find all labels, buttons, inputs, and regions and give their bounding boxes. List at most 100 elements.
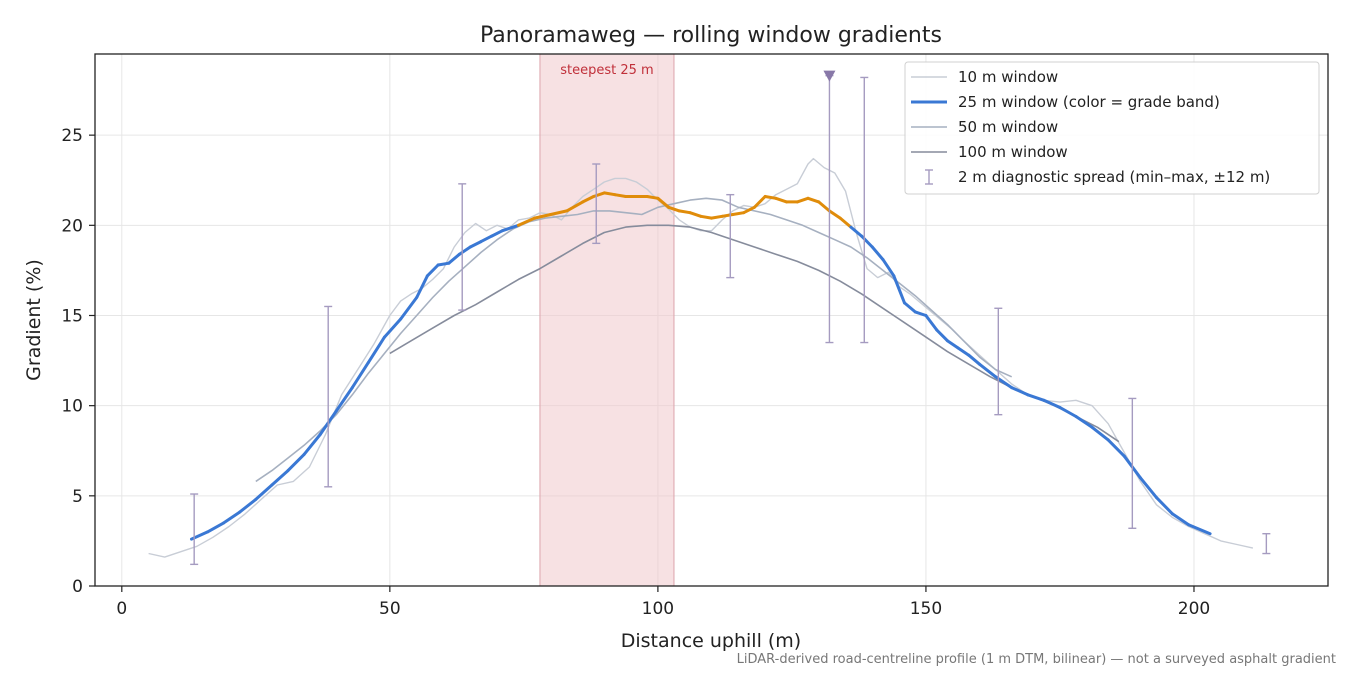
diagnostic-spread-bars xyxy=(190,74,1271,566)
series-25m-segment xyxy=(254,483,274,501)
series-25m-segment xyxy=(688,211,703,218)
y-tick-label: 25 xyxy=(61,126,83,146)
peak-marker xyxy=(823,70,836,82)
x-tick-label: 100 xyxy=(642,599,674,619)
series-25m-segment xyxy=(490,229,504,238)
series-25m-segment xyxy=(1058,406,1078,418)
series-25m-segment xyxy=(967,353,981,366)
series-25m-segment xyxy=(366,335,386,364)
data-source-footnote: LiDAR-derived road-centreline profile (1… xyxy=(736,652,1336,667)
series-25m-segment xyxy=(838,216,853,229)
series-25m-segment xyxy=(924,314,939,332)
series-25m-segment xyxy=(935,328,949,343)
series-25m-segment xyxy=(656,196,671,209)
series-25m-segment xyxy=(763,195,778,200)
series-25m-segment xyxy=(860,234,874,249)
y-tick-label: 10 xyxy=(61,397,83,417)
series-line-0 xyxy=(148,157,1254,558)
steepest-segment-highlight: steepest 25 m xyxy=(539,53,675,587)
series-25m-segment xyxy=(206,521,226,534)
series-25m-segment xyxy=(334,386,354,413)
series-25m-segment xyxy=(774,196,789,204)
series-25m-segment xyxy=(458,245,472,256)
series-25m-segment xyxy=(945,339,960,350)
error-bar xyxy=(726,193,735,279)
series-25m-segment xyxy=(710,214,724,220)
error-bar xyxy=(458,183,467,311)
x-tick-label: 150 xyxy=(910,599,942,619)
y-tick-label: 15 xyxy=(61,306,83,326)
series-25m-segment xyxy=(742,205,756,215)
series-25m-segment xyxy=(677,209,692,215)
legend-label: 25 m window (color = grade band) xyxy=(958,93,1220,111)
x-tick-label: 50 xyxy=(379,599,401,619)
series-25m-segment xyxy=(699,214,713,220)
series-25m-segment xyxy=(881,258,896,278)
series-25m-segment xyxy=(383,317,403,339)
error-bar xyxy=(1262,533,1271,555)
series-25m-segment xyxy=(592,191,606,198)
series-25m-segment xyxy=(479,234,494,244)
series-25m-segment xyxy=(447,252,461,265)
error-bar xyxy=(994,307,1003,416)
legend-label: 10 m window xyxy=(958,68,1058,86)
plot-frame xyxy=(94,53,1329,587)
y-axis-label: Gradient (%) xyxy=(23,259,45,381)
error-bar xyxy=(324,305,333,488)
series-25m-segment xyxy=(222,510,242,525)
series-25m-segment xyxy=(533,213,553,220)
series-25m-segment xyxy=(1171,512,1191,527)
series-25m-segment xyxy=(238,497,258,514)
series-25m-segment xyxy=(1026,393,1046,402)
series-25m-segment xyxy=(806,196,821,204)
series-lines xyxy=(148,157,1254,558)
axis-ticks: 0 50 100 150 200 0 5 10 15 20 25 xyxy=(61,126,1210,619)
series-25m-segment xyxy=(581,195,596,204)
series-25m-segment xyxy=(1074,415,1094,429)
chart-title: Panoramaweg — rolling window gradients xyxy=(480,23,942,48)
series-25m-segment xyxy=(817,200,831,213)
legend-label: 2 m diagnostic spread (min–max, ±12 m) xyxy=(958,168,1270,186)
series-25m-segment xyxy=(892,274,906,305)
legend-label: 100 m window xyxy=(958,143,1068,161)
peak-marker-triangle xyxy=(823,70,836,82)
series-25m-segment xyxy=(1106,438,1126,458)
series-25m-segment xyxy=(913,310,928,317)
highlight-band xyxy=(539,53,675,587)
series-25m-segment xyxy=(565,200,585,213)
series-25m-segment xyxy=(415,274,429,299)
series-25m-segment xyxy=(1090,425,1110,442)
y-tick-label: 20 xyxy=(61,216,83,236)
series-25m-segment xyxy=(1010,386,1030,397)
series-25m-segment xyxy=(870,245,885,262)
series-25m-segment xyxy=(827,209,842,220)
series-25m-segment xyxy=(667,205,681,213)
series-line-2 xyxy=(255,197,1013,483)
error-bar xyxy=(190,493,199,566)
series-25m-segment xyxy=(613,193,628,198)
series-25m-segment xyxy=(350,360,370,390)
series-25m-segment xyxy=(731,211,746,216)
y-tick-label: 0 xyxy=(72,577,83,597)
error-bar xyxy=(1128,397,1137,529)
series-25m-segment xyxy=(302,433,322,456)
error-bar xyxy=(592,163,601,245)
series-25m-segment xyxy=(720,213,735,218)
series-25m-segment xyxy=(1138,476,1158,500)
legend-box xyxy=(904,61,1320,195)
series-25m-segment xyxy=(795,196,810,204)
series-25m-segment xyxy=(903,301,917,314)
highlight-label: steepest 25 m xyxy=(560,63,653,78)
series-25m-segment xyxy=(399,296,419,321)
series-25m-segment xyxy=(500,223,520,233)
legend-label: 50 m window xyxy=(958,118,1058,136)
series-25m-segment xyxy=(436,261,451,267)
series-25m-segment xyxy=(752,195,767,209)
series-25m-segment xyxy=(849,225,864,238)
series-25m-segment xyxy=(286,452,306,473)
series-25m-segment xyxy=(270,469,290,487)
series-25m-segment xyxy=(602,191,617,197)
series-line-3 xyxy=(389,224,1120,443)
series-25m-segment xyxy=(1155,496,1174,516)
